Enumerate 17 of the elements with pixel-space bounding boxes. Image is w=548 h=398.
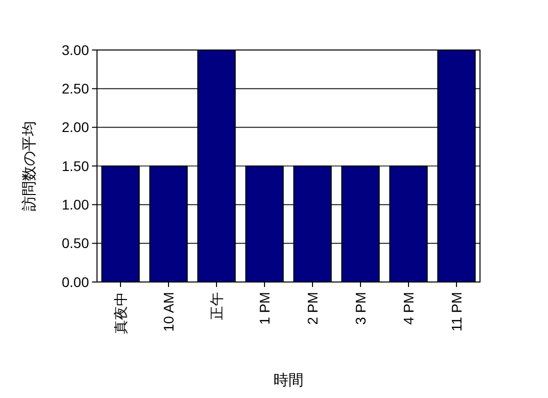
x-tick-label: 10 AM (160, 292, 176, 332)
y-tick-label: 0.00 (62, 274, 90, 290)
y-tick-label: 2.50 (62, 80, 90, 97)
x-tick-label: 2 PM (304, 292, 320, 325)
x-tick-label: 正午 (208, 292, 224, 320)
y-tick-label: 3.00 (62, 42, 90, 58)
y-axis-title: 訪問数の平均 (21, 121, 38, 211)
x-tick-label: 4 PM (400, 292, 416, 325)
x-tick-label: 11 PM (448, 292, 464, 332)
x-tick-label: 3 PM (352, 292, 368, 325)
x-tick-label: 真夜中 (112, 292, 128, 334)
y-tick-label: 2.00 (62, 119, 90, 136)
y-tick-label: 0.50 (62, 235, 90, 252)
x-tick-label: 1 PM (256, 292, 272, 325)
y-tick-label: 1.50 (62, 158, 90, 174)
y-tick-label: 1.00 (62, 196, 90, 213)
x-axis-title: 時間 (274, 372, 304, 389)
